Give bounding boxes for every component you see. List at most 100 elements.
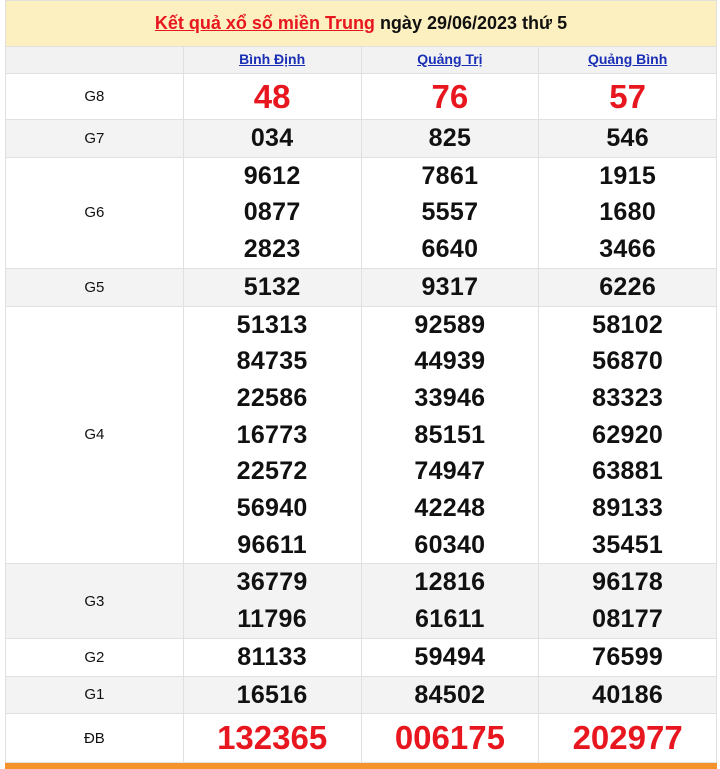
- prize-cell: 48: [182, 73, 362, 120]
- prize-number: 2823: [243, 235, 301, 264]
- table-title: Kết quả xổ số miền Trung ngày 29/06/2023…: [5, 0, 717, 47]
- prize-number: 3466: [599, 235, 657, 264]
- prize-number: 9612: [243, 161, 301, 190]
- province-link[interactable]: Bình Định: [239, 51, 306, 67]
- prize-number: 61611: [415, 605, 485, 634]
- prize-cell: 81133: [182, 637, 362, 677]
- prize-number: 85151: [414, 420, 486, 449]
- province-header: Bình Định: [182, 46, 362, 74]
- prize-row: G2 81133 59494 76599: [5, 637, 717, 677]
- province-header: Quảng Bình: [538, 46, 717, 74]
- prize-label: G2: [5, 637, 184, 677]
- prize-number: 62920: [592, 420, 664, 449]
- prize-label: G4: [5, 305, 184, 565]
- prize-number: 132365: [217, 719, 328, 757]
- prize-number: 16773: [236, 420, 308, 449]
- prize-cell: 6226: [538, 267, 717, 307]
- prize-cell: 825: [360, 119, 540, 158]
- prize-number: 63881: [592, 457, 664, 486]
- prize-number: 44939: [414, 347, 486, 376]
- prize-cell: 12816 61611: [360, 563, 540, 639]
- prize-row: G1 16516 84502 40186: [5, 675, 717, 715]
- prize-number: 81133: [237, 642, 307, 671]
- prize-number: 76599: [592, 642, 664, 671]
- prize-number: 33946: [414, 383, 486, 412]
- prize-number: 36779: [236, 568, 308, 597]
- province-link[interactable]: Quảng Bình: [587, 51, 668, 67]
- prize-number: 546: [606, 124, 649, 152]
- prize-cell: 96178 08177: [538, 563, 717, 639]
- prize-number: 9317: [421, 272, 479, 301]
- prize-cell: 40186: [538, 675, 717, 715]
- prize-number: 57: [609, 77, 646, 115]
- prize-number: 76: [431, 77, 469, 115]
- prize-row: G8 48 76 57: [5, 73, 717, 120]
- prize-cell: 76: [360, 73, 540, 120]
- prize-number: 48: [253, 77, 291, 115]
- empty-header-cell: [5, 46, 184, 74]
- prize-label: G6: [5, 156, 184, 269]
- province-link[interactable]: Quảng Trị: [417, 51, 483, 67]
- prize-cell: 84502: [360, 675, 540, 715]
- prize-cell: 546: [538, 119, 717, 158]
- prize-number: 84735: [236, 347, 308, 376]
- prize-number: 7861: [421, 161, 479, 190]
- prize-row: G4 51313 84735 22586 16773 22572 56940 96611 925…: [5, 305, 717, 565]
- prize-cell: 51313 84735 22586 16773 22572 56940 96611: [182, 305, 362, 565]
- prize-number: 16516: [236, 680, 308, 709]
- prize-number: 0877: [243, 198, 301, 227]
- prize-number: 58102: [592, 310, 664, 339]
- prize-number: 6640: [421, 235, 479, 264]
- prize-number: 84502: [414, 680, 486, 709]
- prize-number: 51313: [236, 310, 308, 339]
- prize-number: 202977: [572, 719, 683, 757]
- prize-number: 825: [428, 124, 472, 152]
- prize-number: 74947: [414, 457, 486, 486]
- title-date: ngày 29/06/2023 thứ 5: [374, 13, 568, 33]
- prize-number: 12816: [414, 568, 486, 597]
- prize-cell: 57: [538, 73, 717, 120]
- prize-number: 6226: [599, 272, 657, 301]
- prize-number: 60340: [414, 530, 486, 559]
- prize-row: G3 36779 11796 12816 61611 96178 08177: [5, 563, 717, 639]
- prize-cell: 9317: [360, 267, 540, 307]
- prize-cell: 59494: [360, 637, 540, 677]
- title-link[interactable]: Kết quả xổ số miền Trung: [154, 13, 375, 33]
- prize-number: 22586: [236, 383, 308, 412]
- prize-number: 11796: [237, 605, 307, 634]
- prize-label: G1: [5, 675, 184, 715]
- prize-number: 56940: [236, 494, 308, 523]
- prize-cell: 36779 11796: [182, 563, 362, 639]
- prize-cell: 92589 44939 33946 85151 74947 42248 60340: [360, 305, 540, 565]
- prize-number: 1915: [599, 161, 657, 190]
- prize-row: G5 5132 9317 6226: [5, 267, 717, 307]
- prize-number: 56870: [592, 347, 664, 376]
- prize-number: 5557: [421, 198, 479, 227]
- prize-cell: 7861 5557 6640: [360, 156, 540, 269]
- prize-number: 42248: [414, 494, 486, 523]
- prize-number: 08177: [592, 605, 664, 634]
- bottom-bar: [5, 763, 717, 769]
- prize-number: 5132: [243, 272, 301, 301]
- prize-cell: 202977: [538, 713, 717, 764]
- prize-label: G3: [5, 563, 184, 639]
- prize-label: G7: [5, 119, 184, 158]
- prize-label: G5: [5, 267, 184, 307]
- prize-cell: 16516: [182, 675, 362, 715]
- prize-number: 35451: [592, 530, 664, 559]
- prize-number: 006175: [394, 719, 505, 757]
- prize-row: G6 9612 0877 2823 7861 5557 6640 1915 1680 3466: [5, 156, 717, 269]
- province-header-row: Bình Định Quảng Trị Quảng Bình: [5, 46, 717, 74]
- prize-row: G7 034 825 546: [5, 119, 717, 158]
- prize-row: ĐB 132365 006175 202977: [5, 713, 717, 764]
- prize-cell: 76599: [538, 637, 717, 677]
- prize-cell: 006175: [360, 713, 540, 764]
- prize-cell: 1915 1680 3466: [538, 156, 717, 269]
- prize-cell: 9612 0877 2823: [182, 156, 362, 269]
- province-header: Quảng Trị: [360, 46, 540, 74]
- prize-number: 83323: [592, 383, 664, 412]
- prize-number: 59494: [414, 642, 486, 671]
- prize-number: 92589: [414, 310, 486, 339]
- results-table: Kết quả xổ số miền Trung ngày 29/06/2023…: [5, 0, 717, 764]
- prize-number: 96178: [592, 568, 664, 597]
